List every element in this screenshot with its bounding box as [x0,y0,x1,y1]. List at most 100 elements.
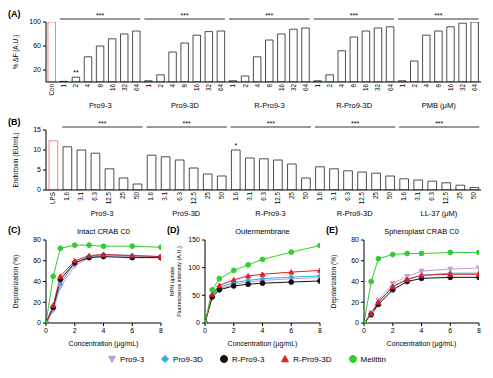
svg-text:2: 2 [232,327,236,334]
svg-text:64: 64 [302,84,309,92]
svg-text:25: 25 [372,192,379,200]
svg-text:50: 50 [386,192,393,200]
svg-text:25: 25 [288,192,295,200]
svg-text:PMB (μM): PMB (μM) [422,101,456,110]
svg-text:20: 20 [351,299,359,306]
svg-text:10: 10 [33,146,41,153]
svg-text:8: 8 [318,327,322,334]
svg-text:6.3: 6.3 [344,192,351,201]
svg-text:Pro9-3D: Pro9-3D [172,209,201,218]
svg-text:LL-37 (μM): LL-37 (μM) [420,209,457,218]
svg-text:64: 64 [133,84,140,92]
svg-text:50: 50 [192,292,200,299]
svg-text:16: 16 [109,84,116,92]
svg-text:32: 32 [374,84,381,92]
svg-text:6.3: 6.3 [91,192,98,201]
svg-text:R-Pro9-3: R-Pro9-3 [255,209,285,218]
svg-text:Outermembrane: Outermembrane [235,227,290,236]
svg-text:***: *** [267,120,275,127]
svg-text:1: 1 [60,84,67,88]
svg-text:4: 4 [169,84,176,88]
svg-text:0: 0 [355,319,359,326]
svg-text:1.6: 1.6 [147,192,154,201]
svg-text:(C): (C) [8,225,21,235]
svg-text:2: 2 [326,84,333,88]
svg-text:Depolarization (%): Depolarization (%) [330,255,338,308]
svg-text:2: 2 [242,84,249,88]
svg-text:R-Pro9-3D: R-Pro9-3D [337,209,373,218]
svg-text:16: 16 [278,84,285,92]
svg-text:12.5: 12.5 [105,192,112,205]
svg-text:***: *** [435,120,443,127]
svg-text:***: *** [434,12,442,19]
svg-text:0: 0 [37,186,41,193]
svg-text:Concentration (μg/mL): Concentration (μg/mL) [387,340,457,348]
svg-text:50: 50 [470,192,477,200]
svg-text:50: 50 [302,192,309,200]
svg-text:8: 8 [97,84,104,88]
svg-text:2: 2 [411,84,418,88]
svg-text:64: 64 [471,84,478,92]
svg-text:Concentration (μg/mL): Concentration (μg/mL) [69,340,139,348]
svg-text:50: 50 [133,192,140,200]
svg-text:1: 1 [145,84,152,88]
svg-text:Pro9-3: Pro9-3 [91,209,114,218]
svg-text:8: 8 [266,84,273,88]
svg-text:5: 5 [37,166,41,173]
svg-text:32: 32 [121,84,128,92]
svg-text:16: 16 [362,84,369,92]
svg-text:3.1: 3.1 [246,192,253,201]
svg-text:(B): (B) [8,117,21,127]
svg-text:80: 80 [33,236,41,243]
svg-text:***: *** [183,120,191,127]
svg-text:Con: Con [48,84,55,96]
svg-text:32: 32 [459,84,466,92]
svg-text:1.6: 1.6 [400,192,407,201]
svg-text:20: 20 [33,299,41,306]
svg-text:12.5: 12.5 [358,192,365,205]
svg-text:NPN uptake: NPN uptake [169,267,175,297]
svg-text:3.1: 3.1 [161,192,168,201]
svg-text:6: 6 [130,327,134,334]
svg-text:***: *** [181,12,189,19]
svg-text:0: 0 [196,319,200,326]
svg-text:0: 0 [203,327,207,334]
svg-text:2: 2 [157,84,164,88]
svg-text:Pro9-3: Pro9-3 [89,101,112,110]
svg-text:(A): (A) [8,9,21,19]
svg-text:4: 4 [84,84,91,88]
svg-text:Spheroplast CRAB C0: Spheroplast CRAB C0 [384,227,459,236]
svg-text:150: 150 [188,236,200,243]
svg-text:6.3: 6.3 [428,192,435,201]
svg-text:1: 1 [399,84,406,88]
svg-text:***: *** [265,12,273,19]
svg-text:8: 8 [181,84,188,88]
svg-text:0: 0 [37,319,41,326]
svg-text:(E): (E) [326,225,338,235]
svg-text:***: *** [351,120,359,127]
svg-text:15: 15 [33,126,41,133]
svg-text:80: 80 [351,236,359,243]
svg-text:LPS: LPS [49,192,56,204]
svg-text:***: *** [350,12,358,19]
svg-text:32: 32 [290,84,297,92]
svg-text:2: 2 [391,327,395,334]
svg-text:***: *** [98,120,106,127]
svg-text:64: 64 [387,84,394,92]
svg-text:3.1: 3.1 [77,192,84,201]
svg-text:4: 4 [102,327,106,334]
svg-text:0: 0 [362,327,366,334]
svg-text:4: 4 [338,84,345,88]
svg-text:Intact CRAB C0: Intact CRAB C0 [77,227,130,236]
svg-text:4: 4 [261,327,265,334]
svg-text:R-Pro9-3D: R-Pro9-3D [336,101,372,110]
svg-text:6.3: 6.3 [260,192,267,201]
svg-text:25: 25 [119,192,126,200]
svg-text:Pro9-3D: Pro9-3D [171,101,200,110]
svg-text:16: 16 [447,84,454,92]
svg-text:6: 6 [448,327,452,334]
svg-text:1: 1 [229,84,236,88]
svg-text:**: ** [73,69,79,76]
svg-text:12.5: 12.5 [442,192,449,205]
svg-text:40: 40 [351,278,359,285]
